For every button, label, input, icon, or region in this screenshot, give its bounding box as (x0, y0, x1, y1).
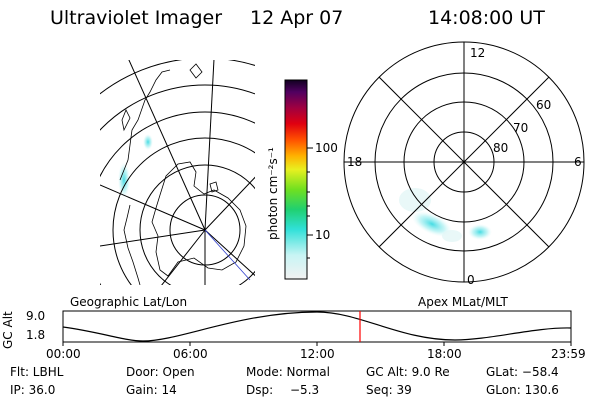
time-label: 14:08:00 UT (428, 7, 545, 29)
apex-mlat-mlt-dial (343, 41, 585, 283)
info-mode: Mode: Normal (246, 365, 330, 379)
info-gain: Gain: 14 (126, 383, 177, 397)
alt-x-tick-1800: 18:00 (427, 347, 462, 361)
info-door: Door: Open (126, 365, 195, 379)
info-seq: Seq: 39 (366, 383, 412, 397)
alt-x-tick-2359: 23:59 (551, 347, 586, 361)
alt-y-top: 9.0 (26, 309, 46, 323)
info-glon: GLon: 130.6 (486, 383, 559, 397)
mlat-label-60: 60 (536, 98, 552, 112)
colorbar-tick-10: 10 (315, 228, 331, 242)
alt-y-label: GC Alt (1, 311, 15, 349)
alt-x-tick-1200: 12:00 (300, 347, 335, 361)
info-ip: IP: 36.0 (10, 383, 56, 397)
colorbar (284, 79, 308, 280)
geographic-map (100, 60, 255, 285)
apex-panel-label: Apex MLat/MLT (418, 295, 508, 309)
date-label: 12 Apr 07 (250, 7, 344, 29)
info-gc-alt: GC Alt: 9.0 Re (366, 365, 450, 379)
mlt-label-18: 18 (347, 155, 363, 169)
info-glat: GLat: −58.4 (486, 365, 559, 379)
colorbar-unit-label: photon cm⁻²s⁻¹ (266, 147, 280, 240)
alt-x-tick-0000: 00:00 (46, 347, 81, 361)
mlt-label-6: 6 (574, 155, 582, 169)
mlat-label-70: 70 (513, 121, 529, 135)
alt-x-tick-0600: 06:00 (173, 347, 208, 361)
mlt-label-12: 12 (470, 46, 486, 60)
mlat-label-80: 80 (493, 141, 509, 155)
colorbar-tick-100: 100 (315, 141, 338, 155)
alt-y-bottom: 1.8 (26, 328, 46, 342)
info-dsp-label: Dsp: (246, 383, 274, 397)
app-title: Ultraviolet Imager (50, 7, 223, 29)
info-dsp-value: −5.3 (290, 383, 320, 397)
mlt-label-0: 0 (467, 273, 475, 287)
geo-panel-label: Geographic Lat/Lon (70, 295, 188, 309)
info-filter: Flt: LBHL (10, 365, 64, 379)
altitude-plot (62, 310, 572, 346)
